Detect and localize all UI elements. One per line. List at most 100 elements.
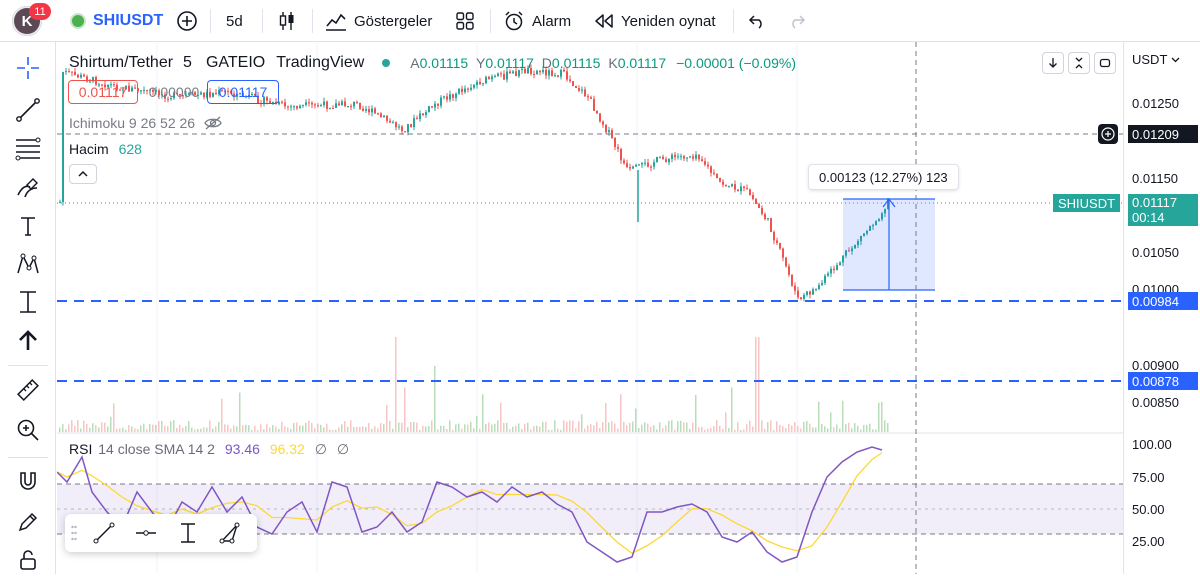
candle-body xyxy=(371,108,373,113)
interval-button[interactable]: 5d xyxy=(226,0,243,42)
candle-body xyxy=(638,164,640,166)
restore-icon xyxy=(1099,58,1111,68)
price-chart-canvas[interactable] xyxy=(57,42,1123,574)
compare-symbol-button[interactable] xyxy=(174,0,200,42)
volume-bar xyxy=(599,427,601,432)
pattern-tool[interactable] xyxy=(10,248,46,280)
ichimoku-legend[interactable]: Ichimoku 9 26 52 26 xyxy=(69,115,223,131)
volume-bar xyxy=(677,421,679,432)
candle-body xyxy=(335,103,337,109)
fib-tool[interactable] xyxy=(10,132,46,164)
candle-body xyxy=(869,226,871,231)
redo-button[interactable] xyxy=(786,0,808,42)
price-axis[interactable]: USDT 0.01250 0.01150 0.01050 0.01000 0.0… xyxy=(1123,42,1200,574)
volume-bar xyxy=(113,403,115,432)
rsi-legend[interactable]: RSI 14 close SMA 14 2 93.46 96.32 ∅ ∅ xyxy=(69,441,349,458)
volume-bar xyxy=(323,427,325,432)
candle-body xyxy=(464,88,466,93)
chart-type-button[interactable] xyxy=(274,0,300,42)
volume-bar xyxy=(785,428,787,432)
text-tool[interactable] xyxy=(10,210,46,242)
candle-body xyxy=(806,291,808,295)
candle-body xyxy=(428,106,430,113)
indicators-button[interactable]: Göstergeler xyxy=(324,0,432,42)
volume-bar xyxy=(395,337,397,432)
volume-bar xyxy=(74,425,76,432)
bar-countdown: 00:14 xyxy=(1132,210,1165,225)
layouts-button[interactable] xyxy=(453,0,477,42)
move-pane-down-button[interactable] xyxy=(1042,52,1064,74)
volume-bar xyxy=(497,420,499,432)
ichimoku-label: Ichimoku 9 26 52 26 xyxy=(69,115,196,131)
undo-button[interactable] xyxy=(746,0,768,42)
candle-body xyxy=(374,108,376,114)
candle-body xyxy=(239,92,241,94)
symbol-title[interactable]: Shirtum/Tether xyxy=(69,54,174,71)
measure-tool[interactable] xyxy=(10,286,46,318)
volume-bar xyxy=(530,429,532,432)
templates-icon xyxy=(456,12,474,30)
magnet-tool[interactable] xyxy=(10,466,46,498)
restore-pane-button[interactable] xyxy=(1094,52,1116,74)
candle-body xyxy=(143,90,145,92)
fb-measure-button[interactable] xyxy=(167,514,209,552)
volume-bar xyxy=(446,429,448,432)
alarm-button[interactable]: Alarm xyxy=(503,0,571,42)
volume-bar xyxy=(425,426,427,432)
rsi-params: 14 close SMA 14 2 xyxy=(98,441,215,457)
candle-body xyxy=(872,225,874,227)
volume-bar xyxy=(251,429,253,432)
volume-bar xyxy=(773,429,775,432)
collapse-legend-button[interactable] xyxy=(69,164,97,184)
volume-bar xyxy=(173,420,175,432)
fb-path-button[interactable] xyxy=(209,514,251,552)
volume-bar xyxy=(287,427,289,432)
currency-label: USDT xyxy=(1132,52,1168,67)
volume-bar xyxy=(713,426,715,432)
arrow-tool[interactable] xyxy=(10,324,46,356)
volume-bar xyxy=(419,429,421,432)
volume-bar xyxy=(548,429,550,432)
candle-body xyxy=(443,96,445,98)
candle-body xyxy=(605,124,607,133)
crosshair-tool[interactable] xyxy=(10,52,46,84)
volume-bar xyxy=(770,420,772,432)
buy-button[interactable]: 0.01117 xyxy=(207,80,279,104)
avatar-letter: K xyxy=(21,12,33,30)
volume-bar xyxy=(416,422,418,432)
drag-handle[interactable] xyxy=(65,514,83,552)
sell-button[interactable]: 0.01117 xyxy=(68,80,138,104)
volume-bar xyxy=(566,421,568,432)
symbol-search[interactable]: SHIUSDT xyxy=(72,0,163,42)
maximize-pane-button[interactable] xyxy=(1068,52,1090,74)
fb-trendline-button[interactable] xyxy=(83,514,125,552)
candle-body xyxy=(395,122,397,128)
volume-bar xyxy=(797,426,799,432)
ruler-tool[interactable] xyxy=(10,374,46,406)
volume-legend[interactable]: Hacim 628 xyxy=(69,141,142,157)
eye-hidden-icon[interactable] xyxy=(203,115,223,131)
candle-body xyxy=(446,96,448,100)
trendline-icon xyxy=(16,98,40,122)
candle-body xyxy=(785,257,787,267)
zoom-tool[interactable] xyxy=(10,414,46,446)
fb-hline-button[interactable] xyxy=(125,514,167,552)
candle-body xyxy=(563,69,565,72)
volume-bar xyxy=(221,398,223,432)
candle-body xyxy=(134,87,136,89)
currency-selector[interactable]: USDT xyxy=(1132,52,1180,67)
volume-bar xyxy=(413,421,415,432)
crosshair-add-button[interactable] xyxy=(1098,124,1118,144)
lock-drawings-tool[interactable] xyxy=(10,506,46,538)
chart-pane[interactable]: Shirtum/Tether 5 GATEIO TradingView A0.0… xyxy=(57,42,1123,574)
volume-bar xyxy=(116,428,118,432)
candle-body xyxy=(575,85,577,88)
volume-bar xyxy=(314,428,316,432)
brush-tool[interactable] xyxy=(10,172,46,204)
candle-body xyxy=(875,221,877,226)
trendline-tool[interactable] xyxy=(10,94,46,126)
lock-tool[interactable] xyxy=(10,544,46,576)
candle-body xyxy=(572,81,574,86)
replay-button[interactable]: Yeniden oynat xyxy=(594,0,716,42)
candle-body xyxy=(821,283,823,285)
